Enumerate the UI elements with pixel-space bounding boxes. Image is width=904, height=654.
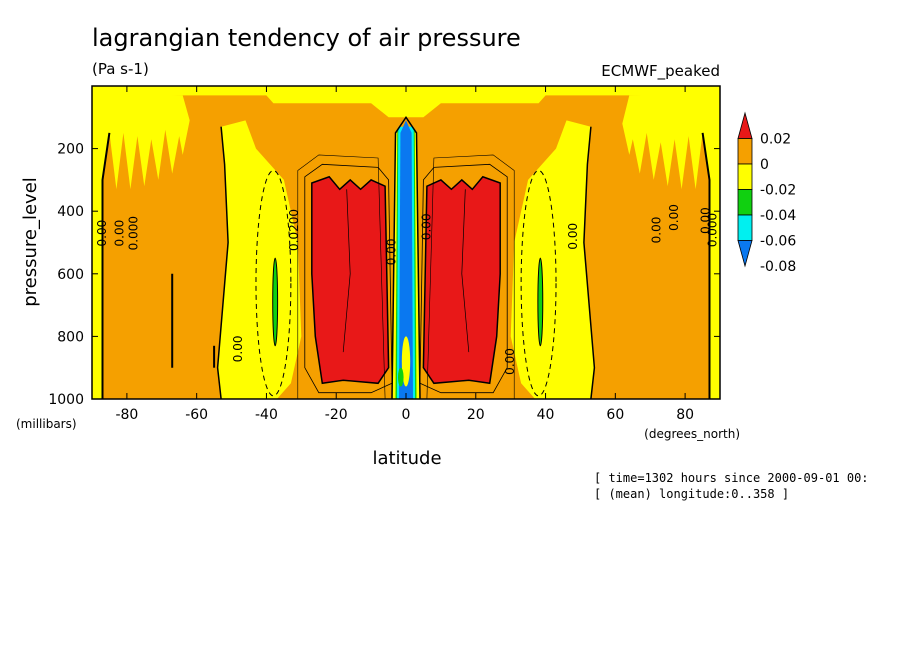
colorbar-label: -0.08 [760, 259, 796, 275]
colorbar-label: 0.02 [760, 132, 791, 148]
contour-zero-south-polar [101, 132, 111, 399]
region-yellow-south-mid [217, 120, 302, 399]
colorbar-swatch-0 [737, 111, 753, 139]
colorbar-swatch-5 [737, 240, 753, 268]
y-axis-units: (millibars) [16, 417, 77, 431]
x-tick-label: -60 [185, 407, 208, 423]
contour-label: 0.00 [698, 207, 712, 234]
contour-zero-equator [391, 115, 421, 399]
region-yellow-north-polar [622, 92, 720, 399]
chart-units: (Pa s-1) [92, 60, 149, 78]
contour-zero-north-mid [583, 126, 596, 399]
contour-label: 0.00 [503, 348, 517, 375]
x-tick-label: -20 [325, 407, 348, 423]
region-yellow-top [92, 86, 720, 118]
y-tick-label: 1000 [48, 392, 84, 408]
fill-regions [92, 86, 720, 399]
dataset-label: ECMWF_peaked [601, 62, 720, 81]
colorbar-swatch-3 [737, 189, 753, 216]
colorbar-swatch-4 [737, 214, 753, 241]
region-red-north [422, 175, 501, 385]
contour-inner-north [461, 189, 470, 353]
contour-label: 0.00 [419, 213, 433, 240]
x-axis-ticks: -80 -60 -40 -20 0 20 40 60 80 [115, 86, 694, 423]
contour-label: 0.00 [95, 220, 109, 247]
colorbar: 0.02 0 -0.02 -0.04 -0.06 -0.08 [737, 111, 796, 275]
region-red-south [311, 175, 390, 385]
contour-inner-south [342, 189, 351, 353]
region-green-south [272, 257, 279, 347]
footer-time: [ time=1302 hours since 2000-09-01 00: [594, 471, 869, 485]
colorbar-swatch-2 [737, 163, 753, 190]
chart-title: lagrangian tendency of air pressure [92, 24, 521, 52]
colorbar-label: -0.02 [760, 183, 796, 199]
y-tick-label: 400 [57, 204, 84, 220]
contour-label: 0.00 [650, 217, 664, 244]
colorbar-label: 0 [760, 157, 769, 173]
x-tick-label: -80 [115, 407, 138, 423]
contour-dashed-south [255, 170, 292, 397]
contour-dashed-north [520, 170, 557, 397]
contour-label: 0.000 [126, 216, 140, 250]
colorbar-swatch-1 [737, 138, 753, 165]
x-tick-label: 20 [467, 407, 485, 423]
contour-label: 0.000 [705, 213, 719, 247]
x-tick-label: 60 [606, 407, 624, 423]
contour-outer2-north [426, 154, 515, 399]
contour-label: 0.0200 [287, 209, 301, 251]
x-tick-label: 40 [537, 407, 555, 423]
y-tick-label: 800 [57, 329, 84, 345]
region-yellow-north-mid [510, 120, 595, 399]
x-tick-label: -40 [255, 407, 278, 423]
x-axis-label: latitude [372, 448, 441, 469]
x-tick-label: 0 [402, 407, 411, 423]
x-tick-label: 80 [676, 407, 694, 423]
y-tick-label: 200 [57, 142, 84, 158]
contour-label: 0.00 [667, 204, 681, 231]
contour-label: 0.00 [231, 336, 245, 363]
region-yellow-core-blob [401, 336, 411, 387]
region-blue-core [399, 120, 413, 399]
contour-outer2-south [297, 154, 386, 399]
region-green-core-blob [397, 367, 404, 387]
contour-label: 0.00 [384, 239, 398, 266]
contour-label: 0.00 [566, 223, 580, 250]
region-yellow-south-polar [92, 92, 190, 399]
contour-lines [101, 115, 711, 399]
contour-zero-south-mid [216, 126, 229, 399]
colorbar-label: -0.06 [760, 234, 796, 250]
footer-longitude: [ (mean) longitude:0..358 ] [594, 487, 789, 501]
x-axis-units: (degrees_north) [644, 427, 740, 441]
y-axis-ticks: 200 400 600 800 1000 [48, 142, 720, 408]
y-tick-label: 600 [57, 267, 84, 283]
region-green-north [537, 257, 544, 347]
y-axis-label: pressure_level [20, 177, 41, 307]
contour-label: 0.00 [112, 220, 126, 247]
contour-zero-north-polar [701, 132, 711, 399]
colorbar-label: -0.04 [760, 208, 796, 224]
